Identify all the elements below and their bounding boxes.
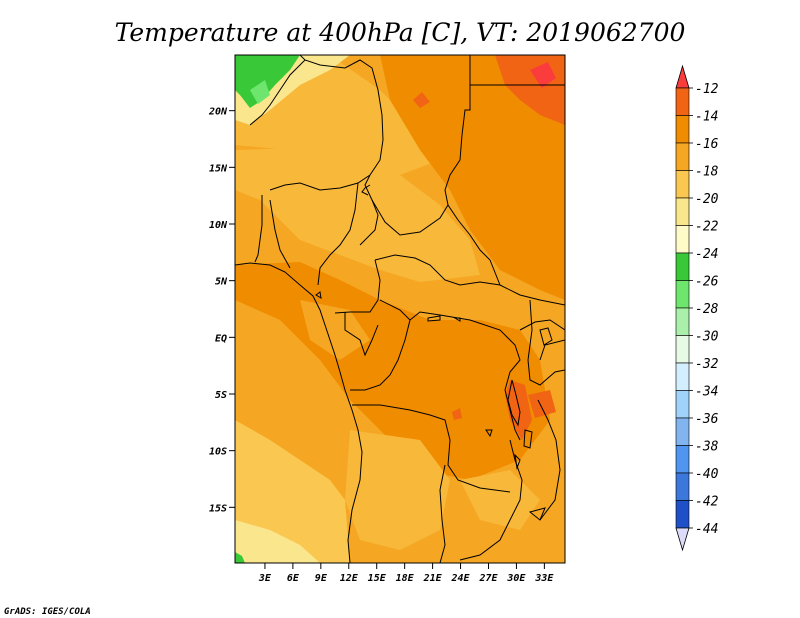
colorbar-segment — [675, 170, 690, 199]
field-south-west-pale — [235, 520, 320, 563]
y-tick-label: EQ — [215, 333, 227, 344]
y-axis: 20N 15N 10N 5N EQ 5S 10S 15S — [208, 107, 235, 514]
field-central-light — [300, 300, 370, 360]
colorbar-segment — [675, 472, 690, 501]
lakes — [315, 291, 553, 521]
colorbar-segment — [675, 252, 690, 281]
colorbar-label: -22 — [695, 220, 719, 235]
colorbar-label: -20 — [695, 192, 719, 207]
x-tick-label: 12E — [340, 573, 359, 584]
field-south-east-light — [460, 470, 540, 530]
chart-title: Temperature at 400hPa [C], VT: 201906270… — [115, 18, 686, 47]
colorbar-label: -28 — [695, 302, 719, 317]
colorbar-label: -30 — [695, 330, 719, 345]
field-south-atlantic — [235, 420, 350, 563]
colorbar-segment — [675, 197, 690, 226]
field-great-lakes-east — [528, 390, 556, 418]
x-tick-label: 18E — [396, 573, 415, 584]
colorbar-segment — [675, 362, 690, 391]
field-north-east-hottest — [530, 62, 556, 88]
colorbar-segment — [675, 335, 690, 364]
colorbar-segment — [675, 115, 690, 144]
y-tick-label: 5N — [215, 277, 228, 288]
colorbar-segment — [675, 142, 690, 171]
colorbar-label: -42 — [695, 495, 719, 510]
colorbar-label: -18 — [695, 165, 719, 180]
colorbar-label: -40 — [695, 467, 719, 482]
y-tick-label: 10S — [209, 447, 227, 458]
y-tick-label: 15N — [209, 163, 228, 174]
colorbar-segment — [675, 445, 690, 474]
x-tick-label: 33E — [534, 573, 554, 584]
x-tick-label: 24E — [451, 573, 471, 584]
colorbar-label: -34 — [695, 385, 718, 400]
colorbar-label: -36 — [695, 412, 719, 427]
colorbar-label: -26 — [695, 275, 719, 290]
colorbar-label: -38 — [695, 440, 719, 455]
colorbar-segment — [675, 500, 690, 529]
field-south-west-green — [235, 552, 245, 563]
colorbar-label: -44 — [695, 522, 718, 537]
colorbar-segment — [675, 87, 690, 116]
field-southern-interior — [345, 430, 450, 550]
x-tick-label: 6E — [287, 573, 300, 584]
field-north-east-warm — [380, 55, 565, 300]
field-north-west-green-light — [250, 80, 270, 104]
colorbar-label: -16 — [695, 137, 719, 152]
colorbar-label: -14 — [695, 110, 718, 125]
colorbar-label: -12 — [695, 82, 719, 97]
colorbar-label: -32 — [695, 357, 719, 372]
colorbar-segment — [675, 417, 690, 446]
field-great-lakes — [505, 380, 532, 440]
temperature-field-map — [235, 55, 565, 563]
x-tick-label: 21E — [423, 573, 443, 584]
colorbar-segment — [675, 307, 690, 336]
field-central-spot — [452, 408, 462, 420]
colorbar-segment — [675, 225, 690, 254]
y-tick-label: 20N — [208, 107, 228, 118]
colorbar: -12 -14 -16 -18 -20 -22 -24 -26 -28 -30 -32 -34 -36 -… — [675, 64, 719, 552]
field-sahel-band — [235, 148, 480, 282]
x-tick-label: 15E — [368, 573, 387, 584]
country-borders — [235, 55, 565, 563]
field-north-west-green — [235, 55, 300, 108]
map-frame — [234, 54, 566, 564]
y-tick-label: 5S — [215, 390, 227, 401]
x-tick-label: 30E — [506, 573, 526, 584]
credit-text: GrADS: IGES/COLA — [4, 607, 91, 617]
field-north-spot — [413, 92, 430, 108]
x-tick-label: 27E — [478, 573, 498, 584]
x-tick-label: 3E — [258, 573, 272, 584]
colorbar-bottom-triangle — [675, 527, 690, 552]
colorbar-label: -24 — [695, 247, 718, 262]
x-tick-label: 9E — [315, 573, 328, 584]
y-tick-label: 10N — [209, 220, 228, 231]
y-tick-label: 15S — [209, 503, 227, 514]
colorbar-top-triangle — [675, 64, 690, 89]
colorbar-segment — [675, 390, 690, 419]
colorbar-segment — [675, 280, 690, 309]
x-axis: 3E 6E 9E 12E 15E 18E 21E 24E 27E 30E 33E — [258, 563, 554, 584]
